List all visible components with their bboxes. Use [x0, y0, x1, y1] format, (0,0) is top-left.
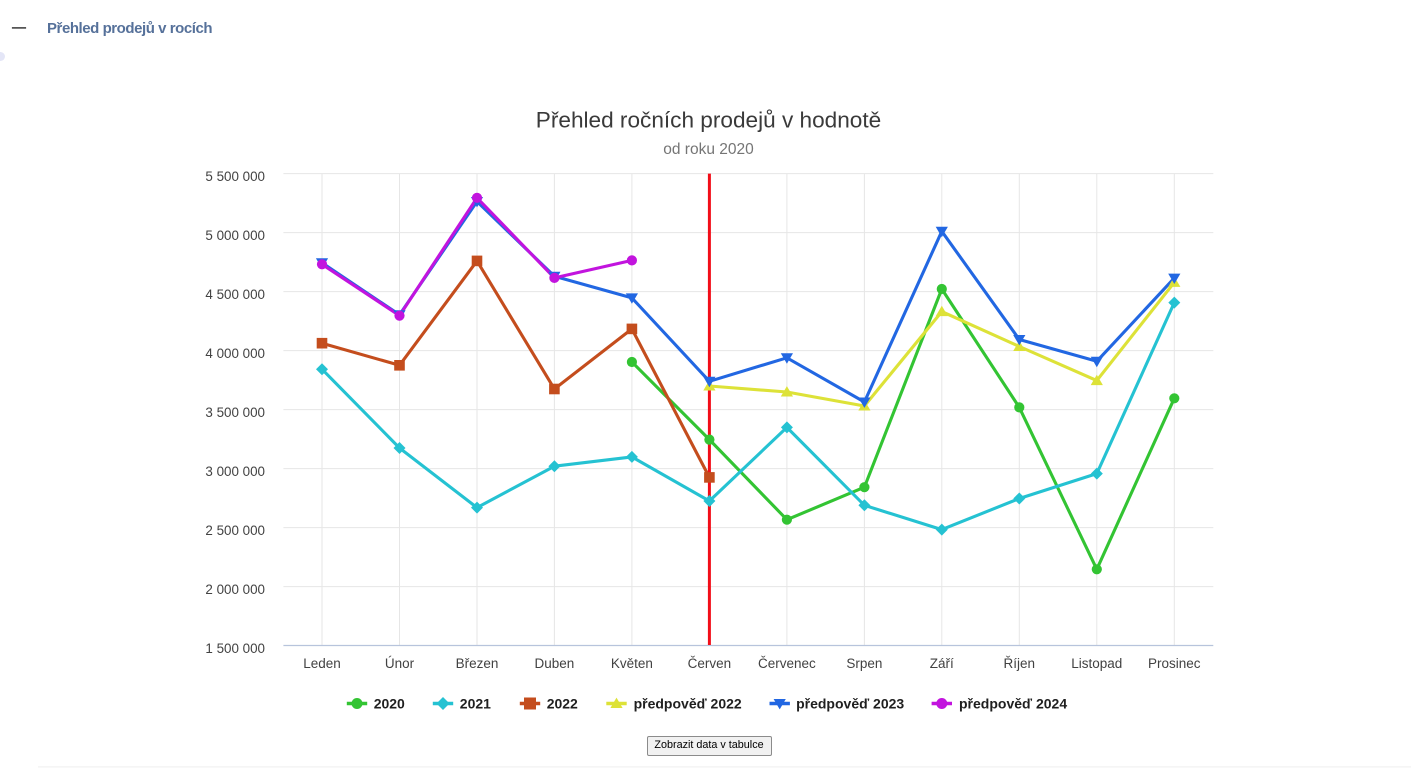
- svg-text:5 000 000: 5 000 000: [205, 228, 265, 243]
- svg-text:Březen: Březen: [456, 656, 499, 671]
- svg-text:Přehled ročních prodejů v hodn: Přehled ročních prodejů v hodnotě: [536, 108, 881, 133]
- svg-text:Září: Září: [930, 656, 954, 671]
- svg-text:2020: 2020: [374, 696, 405, 712]
- svg-text:předpověď 2023: předpověď 2023: [796, 696, 904, 712]
- svg-text:Listopad: Listopad: [1071, 656, 1122, 671]
- svg-text:Přehled prodejů v rocích: Přehled prodejů v rocích: [47, 20, 212, 37]
- svg-text:5 500 000: 5 500 000: [205, 169, 265, 184]
- svg-text:1 500 000: 1 500 000: [205, 641, 265, 656]
- svg-text:Červenec: Červenec: [758, 656, 816, 671]
- svg-text:3 500 000: 3 500 000: [205, 405, 265, 420]
- svg-text:Únor: Únor: [385, 656, 415, 671]
- svg-text:2021: 2021: [460, 696, 491, 712]
- svg-text:Prosinec: Prosinec: [1148, 656, 1201, 671]
- svg-text:Říjen: Říjen: [1004, 656, 1036, 671]
- svg-text:Leden: Leden: [303, 656, 341, 671]
- svg-text:2 500 000: 2 500 000: [205, 523, 265, 538]
- svg-text:4 000 000: 4 000 000: [205, 346, 265, 361]
- svg-text:Srpen: Srpen: [846, 656, 882, 671]
- svg-text:předpověď 2024: předpověď 2024: [959, 696, 1067, 712]
- svg-text:předpověď 2022: předpověď 2022: [634, 696, 742, 712]
- svg-text:Červen: Červen: [688, 656, 732, 671]
- svg-text:2 000 000: 2 000 000: [205, 582, 265, 597]
- svg-text:4 500 000: 4 500 000: [205, 287, 265, 302]
- svg-text:Květen: Květen: [611, 656, 653, 671]
- svg-text:3 000 000: 3 000 000: [205, 464, 265, 479]
- svg-text:Duben: Duben: [535, 656, 575, 671]
- svg-text:2022: 2022: [547, 696, 578, 712]
- svg-text:od roku 2020: od roku 2020: [663, 141, 754, 158]
